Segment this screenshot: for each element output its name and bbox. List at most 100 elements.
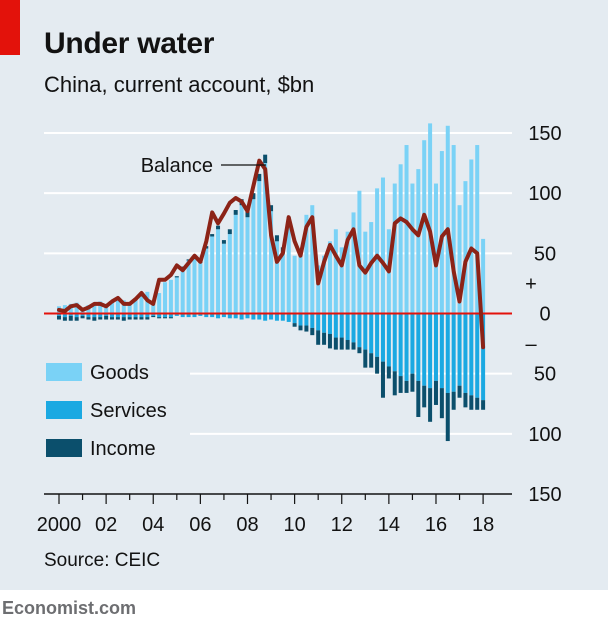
bar-goods [233,214,238,314]
chart-subtitle: China, current account, $bn [44,72,315,97]
source-note: Source: CEIC [44,550,161,571]
bar-income [68,315,73,321]
bar-goods [457,205,462,314]
x-tick-label: 18 [472,514,494,536]
x-tick-label: 14 [378,514,400,536]
bar-income [392,371,397,396]
bar-services [62,313,67,318]
bar-income [263,154,268,164]
bar-services [74,313,79,318]
bar-goods [280,253,285,314]
bar-goods [133,299,138,314]
bar-services [251,313,256,320]
bar-income [221,240,226,244]
bar-income [451,391,456,410]
chart-panel [0,0,608,590]
bar-goods [322,255,327,314]
bar-goods [263,163,268,314]
bar-goods [157,293,162,314]
bar-goods [174,277,179,314]
bar-goods [463,181,468,314]
bar-services [451,313,456,392]
bar-services [339,313,344,338]
bar-income [210,234,215,237]
bar-income [375,356,380,374]
bar-goods [333,229,338,314]
bar-goods [269,211,274,314]
bar-services [227,313,232,319]
bar-services [422,313,427,386]
chart-svg: 150 100 50 0 50 100 150 + – 2000 02 04 06 08 10 12 14 16… [37,123,562,536]
bar-services [327,313,332,334]
x-tick-label: 04 [142,514,164,536]
bar-services [439,313,444,389]
bar-goods [369,222,374,314]
bar-services [333,313,338,338]
bar-goods [286,223,291,314]
bar-services [416,313,421,381]
x-tick-label: 08 [236,514,258,536]
bar-services [286,313,291,322]
legend-swatch-services [46,401,82,419]
bar-income [86,317,91,320]
bar-income [475,397,480,410]
bar-goods [422,140,427,314]
y-tick-label: 50 [534,364,556,386]
bar-income [245,211,250,218]
bar-goods [469,159,474,314]
bar-income [404,380,409,393]
bar-goods [115,297,120,314]
bar-income [80,315,85,319]
bar-goods [227,234,232,314]
bar-services [392,313,397,372]
balance-annotation: Balance [141,155,266,177]
bar-income [422,385,427,408]
bar-income [298,325,303,331]
bar-services [198,313,203,316]
bar-income [227,229,232,235]
bar-goods [198,262,203,314]
bar-income [292,323,297,327]
bar-services [481,313,486,401]
y-tick-label: 150 [528,123,561,145]
bar-income [251,193,256,200]
bar-services [280,313,285,321]
bar-services [80,313,85,316]
bar-income [433,380,438,405]
x-tick-label: 16 [425,514,447,536]
bar-income [481,400,486,410]
bar-goods [375,188,380,314]
bar-services [145,313,150,318]
balance-line-group [57,158,486,350]
bar-goods [257,181,262,314]
legend-swatch-goods [46,363,82,381]
x-tick-label: 2000 [37,514,82,536]
bar-income [92,317,97,321]
bar-income [127,317,132,320]
bar-services [110,313,115,318]
bar-goods [104,303,109,314]
bar-services [186,313,191,318]
bar-income [457,385,462,398]
bar-goods [475,145,480,314]
bar-income [257,173,262,182]
bar-services [192,313,197,318]
bar-services [98,313,103,318]
x-tick-label: 12 [331,514,353,536]
y-tick-label: 0 [539,304,550,326]
bar-services [92,313,97,318]
bar-income [133,317,138,320]
bar-income [233,210,238,215]
bar-goods [121,300,126,314]
bar-services [263,313,268,321]
y-sign-plus: + [525,273,537,295]
bar-income [398,376,403,393]
bar-goods [127,303,132,314]
bar-goods [292,255,297,314]
x-axis: 2000 02 04 06 08 10 12 14 16 18 [37,493,512,536]
bar-series [57,123,486,442]
bar-services [351,313,356,343]
bar-goods [204,248,209,314]
bar-services [463,313,468,393]
bar-income [345,339,350,350]
